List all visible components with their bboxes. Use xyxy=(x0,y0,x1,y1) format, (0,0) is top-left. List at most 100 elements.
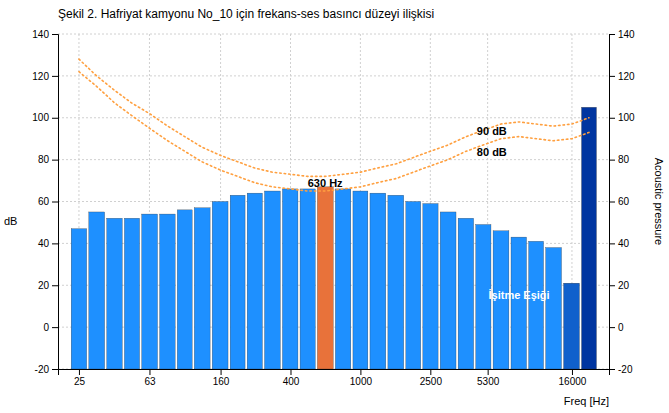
tick: 40 xyxy=(609,238,630,249)
tick: 20 xyxy=(38,280,58,291)
tick: 120 xyxy=(609,71,635,82)
tick-mark xyxy=(52,160,58,161)
bar xyxy=(388,195,404,369)
bar xyxy=(282,189,298,369)
tick: 60 xyxy=(609,196,630,207)
bar xyxy=(89,212,105,369)
tick-label: 80 xyxy=(38,154,50,165)
tick-mark xyxy=(609,285,615,286)
bar xyxy=(423,204,438,369)
tick-label: 2500 xyxy=(420,376,443,387)
tick: -20 xyxy=(609,364,633,375)
tick-label: 63 xyxy=(144,376,156,387)
plot: 256316040010002500530016000-200204060801… xyxy=(4,29,665,407)
bar xyxy=(546,248,562,369)
tick-label: 20 xyxy=(618,280,630,291)
tick-label: 0 xyxy=(43,322,49,333)
y-axis: -20 0 20 40 60 80 100 120 140 xyxy=(32,29,58,375)
tick: 16000 xyxy=(559,369,587,387)
bar xyxy=(212,202,228,370)
bar xyxy=(458,218,474,369)
tick-label: 80 xyxy=(618,154,630,165)
tick-label: 100 xyxy=(32,112,49,123)
bar xyxy=(370,193,386,369)
tick-label: 60 xyxy=(38,196,50,207)
tick-mark xyxy=(609,243,615,244)
tick: 40 xyxy=(38,238,58,249)
y2-axis-label: Acoustic pressure xyxy=(653,158,665,245)
tick-mark xyxy=(52,243,58,244)
tick-mark xyxy=(52,327,58,328)
background xyxy=(0,0,669,413)
grid-line-y xyxy=(58,159,609,160)
tick-mark xyxy=(52,202,58,203)
line xyxy=(79,59,589,176)
tick: 2500 xyxy=(420,369,443,387)
bar xyxy=(317,187,333,369)
tick-mark xyxy=(52,76,58,77)
tick-mark xyxy=(52,285,58,286)
annotation: 80 dB xyxy=(477,146,507,158)
tick-label: 400 xyxy=(283,376,300,387)
tick: 80 xyxy=(609,154,630,165)
tick-mark xyxy=(609,202,615,203)
tick: 1000 xyxy=(350,369,373,387)
tick-label: 140 xyxy=(32,29,49,40)
tick-label: 16000 xyxy=(559,376,587,387)
tick: 63 xyxy=(144,369,156,387)
tick-label: -20 xyxy=(618,364,633,375)
tick: 20 xyxy=(609,280,630,291)
annotation: 630 Hz xyxy=(308,177,343,189)
grid xyxy=(58,34,609,369)
tick: 160 xyxy=(213,369,230,387)
annotation: İşitme Eşiği xyxy=(488,289,549,301)
grid-line-y xyxy=(58,34,609,35)
bar xyxy=(194,208,210,369)
annotations: 630 Hz90 dB80 dBİşitme Eşiği xyxy=(308,125,550,300)
tick: 140 xyxy=(32,29,58,40)
tick-mark xyxy=(52,118,58,119)
marks xyxy=(71,59,596,369)
tick-label: 120 xyxy=(618,71,635,82)
tick-mark xyxy=(609,327,615,328)
x-axis-label: Freq [Hz] xyxy=(564,395,609,407)
tick: -20 xyxy=(35,364,58,375)
tick: 80 xyxy=(38,154,58,165)
tick-mark xyxy=(360,369,361,375)
tick-label: 20 xyxy=(38,280,50,291)
bar xyxy=(265,191,281,369)
tick-mark xyxy=(52,34,58,35)
bar xyxy=(511,237,527,369)
chart: 256316040010002500530016000-200204060801… xyxy=(0,0,669,413)
tick-mark xyxy=(79,369,80,375)
bar xyxy=(353,191,368,369)
grid-line-y xyxy=(58,201,609,202)
axis-line xyxy=(59,370,610,376)
bar xyxy=(406,202,421,370)
tick-label: -20 xyxy=(35,364,50,375)
tick-label: 0 xyxy=(618,322,624,333)
tick-label: 40 xyxy=(618,238,630,249)
bar xyxy=(529,241,544,369)
tick-mark xyxy=(290,369,291,375)
tick: 100 xyxy=(32,112,58,123)
y2-axis: -20020406080100120140 xyxy=(609,29,635,375)
tick-label: 1000 xyxy=(350,376,373,387)
tick-label: 160 xyxy=(213,376,230,387)
tick-mark xyxy=(149,369,150,375)
tick-mark xyxy=(609,369,615,370)
tick: 100 xyxy=(609,112,635,123)
tick-mark xyxy=(572,369,573,375)
tick-label: 5300 xyxy=(477,376,500,387)
tick-mark xyxy=(609,76,615,77)
tick: 120 xyxy=(32,71,58,82)
tick-mark xyxy=(609,118,615,119)
bar xyxy=(564,283,580,369)
tick-label: 25 xyxy=(74,376,86,387)
bar xyxy=(440,212,456,369)
title: Şekil 2. Hafriyat kamyonu No_10 için fre… xyxy=(58,7,434,21)
x-axis: 25 63 160 400 1000 2500 5300 16000 xyxy=(59,369,610,387)
tick: 5300 xyxy=(477,369,500,387)
bar xyxy=(230,195,245,369)
tick-label: 40 xyxy=(38,238,50,249)
